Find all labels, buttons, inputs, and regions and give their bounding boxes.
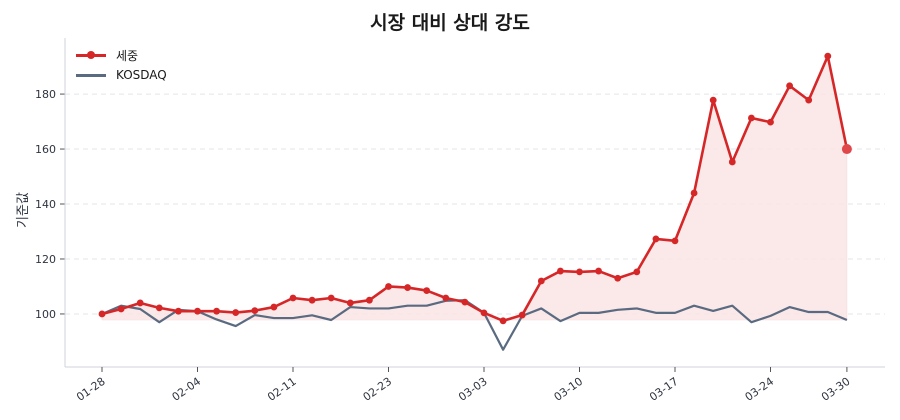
data-point <box>232 309 240 316</box>
data-point <box>270 303 278 311</box>
x-tick-label: 03-24 <box>743 375 777 404</box>
data-point <box>251 307 259 315</box>
data-point <box>576 268 583 276</box>
y-tick-label: 120 <box>35 253 56 266</box>
legend-label: 세중 <box>116 48 139 63</box>
x-tick-label: 02-23 <box>361 375 395 404</box>
data-point <box>633 268 641 276</box>
data-point <box>404 284 411 291</box>
x-tick-label: 01-28 <box>74 375 108 404</box>
data-point <box>366 296 373 304</box>
data-point <box>805 96 813 104</box>
series-line-sejung <box>101 54 849 323</box>
data-point <box>709 96 717 104</box>
data-point <box>748 114 755 122</box>
legend-label: KOSDAQ <box>116 68 167 82</box>
data-point <box>423 287 431 294</box>
data-point <box>690 189 698 197</box>
data-point <box>841 144 852 155</box>
data-point <box>117 305 125 313</box>
data-point <box>518 311 526 319</box>
data-point <box>327 294 335 302</box>
legend-line-marker-icon <box>74 48 108 62</box>
data-point <box>155 304 163 312</box>
chart-title: 시장 대비 상대 강도 <box>370 12 530 34</box>
x-tick-label: 03-30 <box>819 375 853 404</box>
data-point <box>728 158 736 166</box>
y-tick-label: 180 <box>35 88 56 101</box>
legend: 세중 KOSDAQ <box>74 45 167 85</box>
data-point <box>824 52 832 60</box>
x-tick-label: 03-10 <box>552 375 586 404</box>
data-point <box>671 237 679 245</box>
data-point <box>480 309 488 317</box>
legend-line-icon <box>74 68 108 82</box>
data-point <box>786 82 793 90</box>
data-point <box>461 298 469 306</box>
data-point <box>98 310 106 318</box>
x-tick-label: 03-17 <box>647 375 681 404</box>
x-tick-label: 02-11 <box>265 375 299 404</box>
data-point <box>614 274 622 282</box>
data-point <box>557 267 564 275</box>
legend-item-kosdaq: KOSDAQ <box>74 65 167 85</box>
data-point <box>537 277 545 285</box>
data-point <box>194 307 201 315</box>
y-axis-label: 기준값 <box>16 192 31 228</box>
data-point <box>213 307 221 315</box>
data-point <box>385 283 392 290</box>
y-tick-label: 140 <box>35 198 56 211</box>
y-tick-label: 100 <box>35 308 56 321</box>
data-point <box>499 317 507 325</box>
data-point <box>442 294 450 302</box>
data-point <box>767 118 774 126</box>
data-point <box>308 296 316 304</box>
x-tick-label: 02-04 <box>170 375 204 404</box>
legend-item-sejung: 세중 <box>74 45 167 65</box>
y-tick-label: 160 <box>35 143 56 156</box>
data-point <box>175 307 182 315</box>
data-point <box>346 299 354 307</box>
area-fill-sejung <box>101 55 848 322</box>
data-point <box>289 294 297 302</box>
data-point <box>136 299 144 307</box>
data-point <box>595 267 602 275</box>
data-point <box>652 235 660 243</box>
x-tick-label: 03-03 <box>456 375 490 404</box>
